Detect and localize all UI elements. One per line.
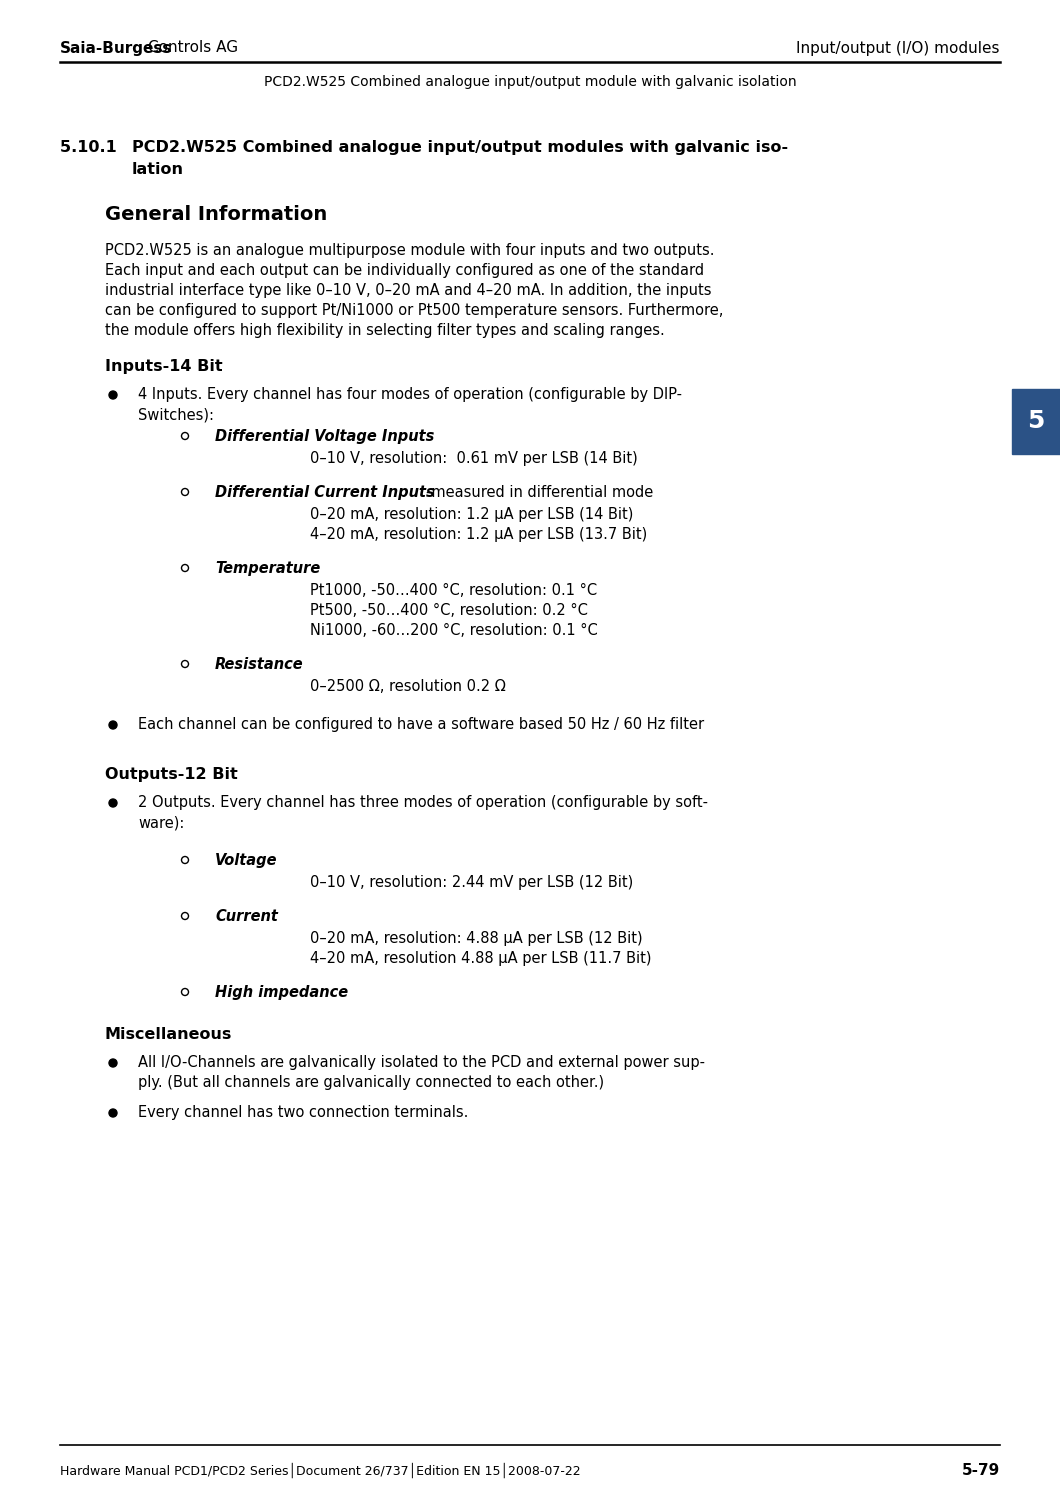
Text: Each channel can be configured to have a software based 50 Hz / 60 Hz filter: Each channel can be configured to have a… [138,717,704,732]
Text: 0–20 mA, resolution: 4.88 μA per LSB (12 Bit): 0–20 mA, resolution: 4.88 μA per LSB (12… [310,932,642,946]
Text: Differential Current Inputs: Differential Current Inputs [215,484,435,500]
Text: Voltage: Voltage [215,853,278,868]
Text: Ni1000, -60…200 °C, resolution: 0.1 °C: Ni1000, -60…200 °C, resolution: 0.1 °C [310,622,598,638]
Text: 4–20 mA, resolution: 1.2 μA per LSB (13.7 Bit): 4–20 mA, resolution: 1.2 μA per LSB (13.… [310,526,648,542]
Circle shape [109,392,117,399]
Text: can be configured to support Pt/Ni1000 or Pt500 temperature sensors. Furthermore: can be configured to support Pt/Ni1000 o… [105,303,723,318]
Text: Each input and each output can be individually configured as one of the standard: Each input and each output can be indivi… [105,262,704,278]
Circle shape [109,1059,117,1066]
Text: Input/output (I/O) modules: Input/output (I/O) modules [796,40,1000,56]
Text: 0–10 V, resolution: 2.44 mV per LSB (12 Bit): 0–10 V, resolution: 2.44 mV per LSB (12 … [310,874,633,890]
Text: 5-79: 5-79 [961,1462,1000,1478]
Text: Differential Voltage Inputs: Differential Voltage Inputs [215,429,435,444]
Text: the module offers high flexibility in selecting filter types and scaling ranges.: the module offers high flexibility in se… [105,322,665,338]
Text: Hardware Manual PCD1/PCD2 Series│Document 26/737│Edition EN 15│2008-07-22: Hardware Manual PCD1/PCD2 Series│Documen… [60,1462,581,1479]
Text: 5: 5 [1027,410,1045,434]
Text: 0–10 V, resolution:  0.61 mV per LSB (14 Bit): 0–10 V, resolution: 0.61 mV per LSB (14 … [310,452,638,466]
Text: Pt1000, -50…400 °C, resolution: 0.1 °C: Pt1000, -50…400 °C, resolution: 0.1 °C [310,584,597,598]
Text: High impedance: High impedance [215,986,348,1000]
Text: 2 Outputs. Every channel has three modes of operation (configurable by soft-: 2 Outputs. Every channel has three modes… [138,795,708,810]
Text: Switches):: Switches): [138,406,214,422]
Circle shape [109,1108,117,1118]
Text: All I/O-Channels are galvanically isolated to the PCD and external power sup-: All I/O-Channels are galvanically isolat… [138,1054,705,1070]
Text: Saia-Burgess: Saia-Burgess [60,40,173,56]
Text: Current: Current [215,909,278,924]
Text: Controls AG: Controls AG [148,40,238,56]
Text: 4–20 mA, resolution 4.88 μA per LSB (11.7 Bit): 4–20 mA, resolution 4.88 μA per LSB (11.… [310,951,652,966]
Text: Outputs-12 Bit: Outputs-12 Bit [105,766,237,782]
Text: -measured in differential mode: -measured in differential mode [426,484,653,500]
Text: 0–2500 Ω, resolution 0.2 Ω: 0–2500 Ω, resolution 0.2 Ω [310,680,506,694]
Text: industrial interface type like 0–10 V, 0–20 mA and 4–20 mA. In addition, the inp: industrial interface type like 0–10 V, 0… [105,284,711,298]
Text: ware):: ware): [138,815,184,830]
Text: Temperature: Temperature [215,561,320,576]
Text: 0–20 mA, resolution: 1.2 μA per LSB (14 Bit): 0–20 mA, resolution: 1.2 μA per LSB (14 … [310,507,634,522]
Circle shape [109,722,117,729]
FancyBboxPatch shape [1012,388,1060,454]
Text: 5.10.1: 5.10.1 [60,140,128,154]
Text: PCD2.W525 Combined analogue input/output module with galvanic isolation: PCD2.W525 Combined analogue input/output… [264,75,796,88]
Text: Miscellaneous: Miscellaneous [105,1028,232,1042]
Text: 4 Inputs. Every channel has four modes of operation (configurable by DIP-: 4 Inputs. Every channel has four modes o… [138,387,682,402]
Text: PCD2.W525 Combined analogue input/output modules with galvanic iso-: PCD2.W525 Combined analogue input/output… [132,140,789,154]
Text: Pt500, -50…400 °C, resolution: 0.2 °C: Pt500, -50…400 °C, resolution: 0.2 °C [310,603,588,618]
Text: PCD2.W525 is an analogue multipurpose module with four inputs and two outputs.: PCD2.W525 is an analogue multipurpose mo… [105,243,714,258]
Circle shape [109,800,117,807]
Text: General Information: General Information [105,206,328,224]
Text: lation: lation [132,162,184,177]
Text: Resistance: Resistance [215,657,303,672]
Text: ply. (But all channels are galvanically connected to each other.): ply. (But all channels are galvanically … [138,1076,604,1090]
Text: Inputs-14 Bit: Inputs-14 Bit [105,358,223,374]
Text: Every channel has two connection terminals.: Every channel has two connection termina… [138,1106,469,1120]
